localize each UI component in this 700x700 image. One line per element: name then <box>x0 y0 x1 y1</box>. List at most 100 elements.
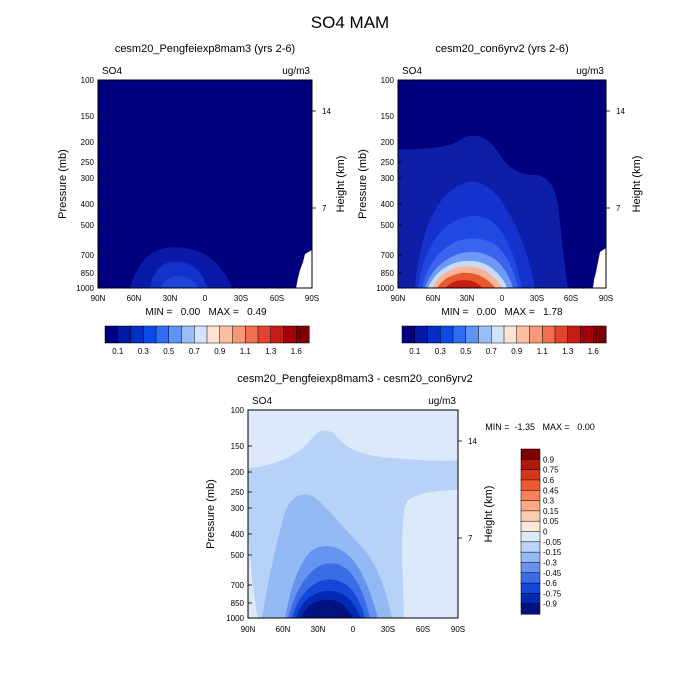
y-tick-label: 400 <box>231 530 245 539</box>
colorbar-swatch <box>270 325 285 344</box>
y-tick-label: 500 <box>381 221 395 230</box>
colorbar-swatch <box>520 459 541 471</box>
y-tick-label: 300 <box>231 504 245 513</box>
colorbar-swatch <box>520 479 541 491</box>
x-tick-label: 30N <box>163 294 178 303</box>
y-tick-label: 100 <box>381 76 395 85</box>
panel-3-frame <box>247 409 459 619</box>
colorbar-swatch <box>206 325 221 344</box>
colorbar-swatch <box>414 325 429 344</box>
y-tick-label: 250 <box>231 488 245 497</box>
panel-2-x-axis: 90N 60N 30N 0 30S 60S 90S <box>391 294 613 303</box>
y-tick-label: 700 <box>231 581 245 590</box>
panel-2-units: ug/m3 <box>576 66 604 77</box>
x-tick-label: 60S <box>270 294 284 303</box>
panel-1-frame <box>97 79 313 289</box>
y2-tick-label: 7 <box>322 204 327 213</box>
x-tick-label: 60S <box>564 294 578 303</box>
panel-3-y-axis: 100 150 200 250 300 400 500 700 850 1000 <box>226 406 244 623</box>
colorbar-label: 0.1 <box>112 347 124 356</box>
panel-2: cesm20_con6yrv2 (yrs 2-6) SO4 ug/m3 100 … <box>357 43 643 356</box>
colorbar-swatch <box>516 325 531 344</box>
colorbar-swatch <box>219 325 234 344</box>
x-tick-label: 30N <box>311 625 326 634</box>
y-tick-label: 500 <box>231 551 245 560</box>
colorbar-swatch <box>520 531 541 543</box>
colorbar-label: 1.1 <box>240 347 252 356</box>
panel-3-variable: SO4 <box>252 396 272 407</box>
colorbar-swatch <box>452 325 467 344</box>
colorbar-label: -0.3 <box>543 558 557 567</box>
x-tick-label: 90S <box>451 625 465 634</box>
colorbar-label: 0.15 <box>543 507 559 516</box>
y2-tick-label: 14 <box>616 107 625 116</box>
colorbar-swatch <box>491 325 505 344</box>
colorbar-label: 0.3 <box>543 497 555 506</box>
colorbar-swatch <box>520 582 541 594</box>
y2-tick-label: 7 <box>616 204 621 213</box>
colorbar-label: -0.45 <box>543 569 562 578</box>
colorbar-swatch <box>296 325 310 344</box>
x-tick-label: 0 <box>203 294 208 303</box>
panel-3-ticks <box>248 440 462 604</box>
panel-1-y-axis: 100 150 200 250 300 400 500 700 850 1000 <box>76 76 94 293</box>
panel-2-stats: MIN = 0.00 MAX = 1.78 <box>441 307 563 318</box>
colorbar-swatch <box>401 325 416 344</box>
colorbar-swatch <box>245 325 259 344</box>
x-tick-label: 30N <box>460 294 475 303</box>
colorbar-label: -0.9 <box>543 600 557 609</box>
colorbar-swatch <box>232 325 246 344</box>
y-tick-label: 1000 <box>76 284 94 293</box>
panel-2-missing-region <box>593 248 606 288</box>
colorbar-swatch <box>520 572 541 584</box>
figure-title: SO4 MAM <box>311 13 389 32</box>
panel-1-title: cesm20_Pengfeiexp8mam3 (yrs 2-6) <box>115 43 295 55</box>
y-tick-label: 700 <box>381 251 395 260</box>
colorbar-label: -0.75 <box>543 589 562 598</box>
y-tick-label: 700 <box>81 251 95 260</box>
colorbar-label: 1.6 <box>291 347 303 356</box>
panel-3-contour-7 <box>301 599 353 618</box>
colorbar-label: 0.45 <box>543 486 559 495</box>
colorbar-label: 1.3 <box>562 347 574 356</box>
colorbar-label: 0.75 <box>543 466 559 475</box>
colorbar-swatch <box>520 593 541 605</box>
colorbar-label: 0.6 <box>543 476 555 485</box>
x-tick-label: 90N <box>91 294 106 303</box>
colorbar-swatch <box>283 325 297 344</box>
x-tick-label: 90S <box>599 294 613 303</box>
colorbar-label: 0.7 <box>486 347 498 356</box>
y-tick-label: 200 <box>231 468 245 477</box>
panel-3-title: cesm20_Pengfeiexp8mam3 - cesm20_con6yrv2 <box>237 373 472 385</box>
colorbar-swatch <box>168 325 183 344</box>
colorbar-swatch <box>104 325 119 344</box>
colorbar-swatch <box>520 520 541 533</box>
panel-1-x-axis: 90N 60N 30N 0 30S 60S 90S <box>91 294 319 303</box>
colorbar-swatch <box>465 325 480 344</box>
y-tick-label: 250 <box>81 158 95 167</box>
panel-2-variable: SO4 <box>402 66 422 77</box>
y2-tick-label: 14 <box>468 437 477 446</box>
panel-2-frame <box>397 79 607 289</box>
y-tick-label: 200 <box>381 138 395 147</box>
panel-3-stats: MIN = -1.35 MAX = 0.00 <box>485 422 595 432</box>
panel-1-ticks <box>98 110 316 274</box>
y-tick-label: 100 <box>81 76 95 85</box>
y-tick-label: 1000 <box>226 614 244 623</box>
panel-2-y2-label: Height (km) <box>631 156 643 213</box>
panel-1-y-label: Pressure (mb) <box>57 149 69 219</box>
colorbar-label: 0.3 <box>435 347 447 356</box>
colorbar-label: 0.9 <box>214 347 226 356</box>
colorbar-swatch <box>567 325 582 344</box>
y-tick-label: 150 <box>231 442 245 451</box>
x-tick-label: 30S <box>530 294 544 303</box>
x-tick-label: 30S <box>381 625 395 634</box>
colorbar-label: 1.1 <box>537 347 549 356</box>
panel-3-x-axis: 90N 60N 30N 0 30S 60S 90S <box>241 625 465 634</box>
colorbar-label: -0.15 <box>543 548 562 557</box>
y-tick-label: 250 <box>381 158 395 167</box>
panel-2-y-axis: 100 150 200 250 300 400 500 700 850 1000 <box>376 76 394 293</box>
colorbar-label: 0.1 <box>409 347 421 356</box>
colorbar-label: 1.6 <box>588 347 600 356</box>
